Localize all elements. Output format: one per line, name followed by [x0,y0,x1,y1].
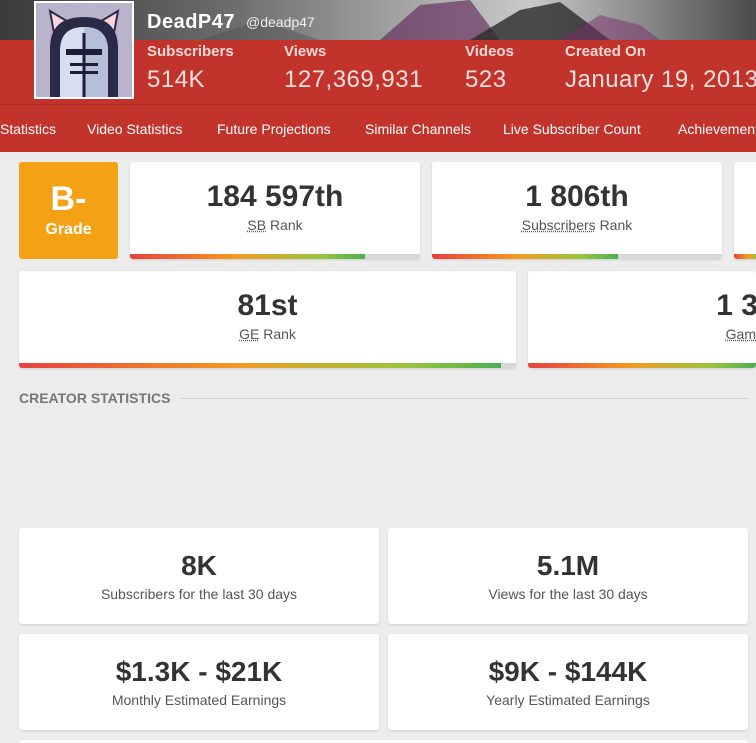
stat-label: Created On [565,43,646,60]
tab-achievements[interactable]: Achievements [678,121,756,137]
rank-bar [130,254,365,259]
tab-future-projections[interactable]: Future Projections [217,121,331,137]
grade-label: Grade [45,221,92,238]
stat-card-next [19,740,748,743]
stat-label: Subscribers [147,43,234,60]
channel-name: DeadP47 [147,11,235,33]
channel-nav: Statistics Video Statistics Future Proje… [0,104,756,152]
stat-views: Views 127,369,931 [284,43,423,94]
rank-label: GE Rank [19,326,516,342]
stat-value: 514K [147,66,206,93]
rank-suffix: Rank [269,217,303,233]
stat-card-desc: Views for the last 30 days [488,586,648,602]
stat-card-desc: Yearly Estimated Earnings [486,692,650,708]
rank-suffix: Rank [263,326,296,342]
stat-card-views-30d: 5.1M Views for the last 30 days [388,528,748,624]
rank-label: SB Rank [130,217,420,233]
section-divider [181,398,748,399]
rank-card-ge: 81st GE Rank [19,271,516,368]
rank-abbr[interactable]: SB [247,217,267,233]
rank-abbr[interactable]: GE [239,326,260,342]
rank-value: 184 597th [206,180,344,213]
rank-label: Subscribers Rank [432,217,722,233]
grade-value: B- [50,180,87,218]
rank-value: 81st [237,289,298,322]
rank-bar [19,363,502,368]
rank-abbr[interactable]: Gam [725,326,756,342]
stat-card-yearly-earnings: $9K - $144K Yearly Estimated Earnings [388,634,748,730]
stat-videos: Videos 523 [465,43,514,94]
rank-suffix: Rank [599,217,633,233]
stat-value: 127,369,931 [284,66,423,93]
tab-statistics[interactable]: Statistics [0,121,57,137]
stat-label: Views [284,43,327,60]
stat-card-desc: Monthly Estimated Earnings [111,692,287,708]
stat-card-value: 8K [181,550,217,581]
stat-card-monthly-earnings: $1.3K - $21K Monthly Estimated Earnings [19,634,379,730]
stat-card-value: 5.1M [536,550,600,581]
channel-avatar[interactable] [34,1,134,99]
rank-bar [432,254,618,259]
stat-value: 523 [465,66,507,93]
rank-label: Gam [726,326,756,342]
stat-value: January 19, 2013 [565,66,756,93]
rank-card-partial [734,162,756,259]
rank-value: 1 806th [525,180,629,213]
section-title: CREATOR STATISTICS [19,390,171,406]
stat-card-value: $1.3K - $21K [115,656,283,687]
rank-bar [528,363,756,368]
stat-label: Videos [465,43,514,60]
stat-card-value: $9K - $144K [488,656,648,687]
stat-card-desc: Subscribers for the last 30 days [100,586,298,602]
stat-subscribers: Subscribers 514K [147,43,234,94]
rank-card-subscribers: 1 806th Subscribers Rank [432,162,722,259]
rank-abbr[interactable]: Subscribers [521,217,596,233]
grade-card: B- Grade [19,162,118,259]
stat-card-subscribers-30d: 8K Subscribers for the last 30 days [19,528,379,624]
stat-created-on: Created On January 19, 2013 [565,43,756,94]
rank-value: 1 3 [716,289,756,322]
channel-handle: @deadp47 [246,14,315,30]
rank-card-sb: 184 597th SB Rank [130,162,420,259]
tab-live-subscriber-count[interactable]: Live Subscriber Count [503,121,641,137]
tab-similar-channels[interactable]: Similar Channels [365,121,471,137]
rank-bar [734,254,756,259]
tab-video-statistics[interactable]: Video Statistics [87,121,183,137]
rank-card-gaming: 1 3 Gam [528,271,756,368]
